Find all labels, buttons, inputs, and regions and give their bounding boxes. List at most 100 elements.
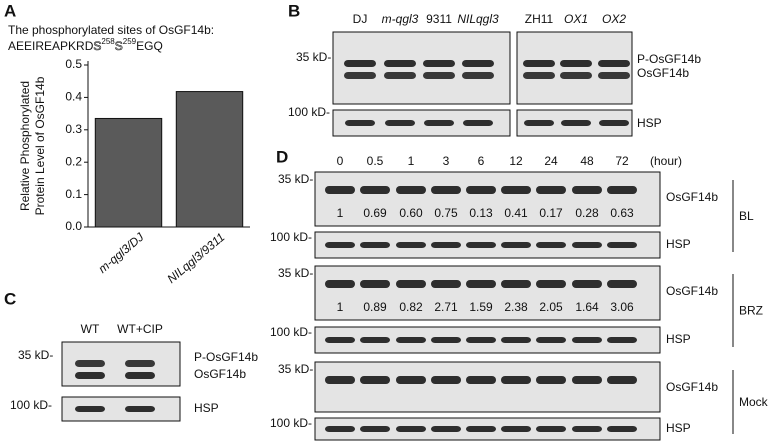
band (572, 280, 602, 288)
band-label: HSP (637, 116, 662, 130)
treatment-label: BRZ (739, 304, 763, 318)
value-label: 0.69 (363, 206, 387, 220)
band-label: HSP (194, 401, 219, 415)
band (431, 186, 461, 194)
sequence: AEEIREAPKRDS258S259EGQ (8, 37, 163, 53)
treatment-label: BL (739, 209, 754, 223)
sequence-part: 259 (123, 37, 137, 46)
timepoint: 6 (478, 154, 485, 168)
timepoint: 3 (443, 154, 450, 168)
band (560, 60, 592, 67)
band (344, 72, 376, 79)
timepoint: 1 (408, 154, 415, 168)
band (423, 72, 455, 79)
band (75, 372, 105, 379)
band-label: OsGF14b (666, 190, 718, 204)
value-label: 3.06 (610, 300, 634, 314)
blot (314, 361, 661, 413)
band (344, 60, 376, 67)
value-label: 0.82 (399, 300, 423, 314)
band (431, 280, 461, 288)
marker: 35 kD- (278, 172, 313, 186)
x-tick-label: m-qgl3/DJ (96, 229, 148, 276)
value-label: 0.60 (399, 206, 423, 220)
band (396, 426, 426, 432)
band (360, 186, 390, 194)
band-label: HSP (666, 421, 691, 435)
band (536, 280, 566, 288)
band (523, 72, 555, 79)
band (360, 280, 390, 288)
band-label: P-OsGF14b (194, 350, 258, 364)
band (462, 60, 494, 67)
band (501, 337, 531, 343)
band (572, 337, 602, 343)
band (572, 426, 602, 432)
band (431, 376, 461, 384)
lane-label: OX1 (564, 12, 588, 26)
lane-label: NILqgl3 (457, 12, 499, 26)
band (536, 186, 566, 194)
band (424, 120, 454, 126)
band (396, 242, 426, 248)
y-tick-label: 0.5 (65, 57, 82, 71)
band (384, 72, 416, 79)
band (75, 406, 105, 412)
band (466, 426, 496, 432)
band (325, 186, 355, 194)
value-label: 2.38 (504, 300, 528, 314)
marker: 35 kD- (278, 266, 313, 280)
band (325, 426, 355, 432)
band (607, 426, 637, 432)
value-label: 0.28 (575, 206, 599, 220)
band (396, 280, 426, 288)
band (463, 120, 493, 126)
bar (175, 91, 244, 228)
band (396, 186, 426, 194)
panel-a-title: The phosphorylated sites of OsGF14b: (8, 23, 214, 37)
band (431, 426, 461, 432)
band-label: HSP (666, 332, 691, 346)
band (607, 242, 637, 248)
panel-label: D (276, 147, 288, 166)
value-label: 0.13 (469, 206, 493, 220)
marker: 100 kD- (270, 416, 312, 430)
band-label: P-OsGF14b (637, 52, 701, 66)
panel-label: A (4, 1, 16, 20)
y-tick-label: 0.1 (65, 187, 82, 201)
lane-label: WT+CIP (117, 322, 163, 336)
band (466, 242, 496, 248)
value-label: 0.17 (539, 206, 563, 220)
band (431, 337, 461, 343)
timepoint: 0.5 (367, 154, 384, 168)
band (536, 337, 566, 343)
band (396, 337, 426, 343)
band (501, 426, 531, 432)
lane-label: ZH11 (525, 12, 554, 26)
marker: 100 kD- (270, 325, 312, 339)
band (501, 186, 531, 194)
band (466, 337, 496, 343)
band (599, 120, 629, 126)
value-label: 0.75 (434, 206, 458, 220)
value-label: 0.89 (363, 300, 387, 314)
panel-label: C (4, 289, 16, 308)
timepoint: 48 (580, 154, 594, 168)
band-label: OsGF14b (194, 367, 246, 381)
y-tick-label: 0.0 (65, 219, 82, 233)
band-label: OsGF14b (666, 284, 718, 298)
sequence-part: 258 (101, 37, 115, 46)
band (360, 426, 390, 432)
band (360, 376, 390, 384)
y-axis-label: Relative Phosphorylated (18, 81, 32, 211)
band (536, 242, 566, 248)
panel-label: B (288, 1, 300, 20)
band (325, 242, 355, 248)
timepoint: 12 (509, 154, 523, 168)
sequence-part: AEEIREAPKRD (8, 39, 94, 53)
value-label: 2.71 (434, 300, 458, 314)
band (536, 376, 566, 384)
marker: 100 kD- (10, 398, 52, 412)
blot (516, 31, 633, 105)
